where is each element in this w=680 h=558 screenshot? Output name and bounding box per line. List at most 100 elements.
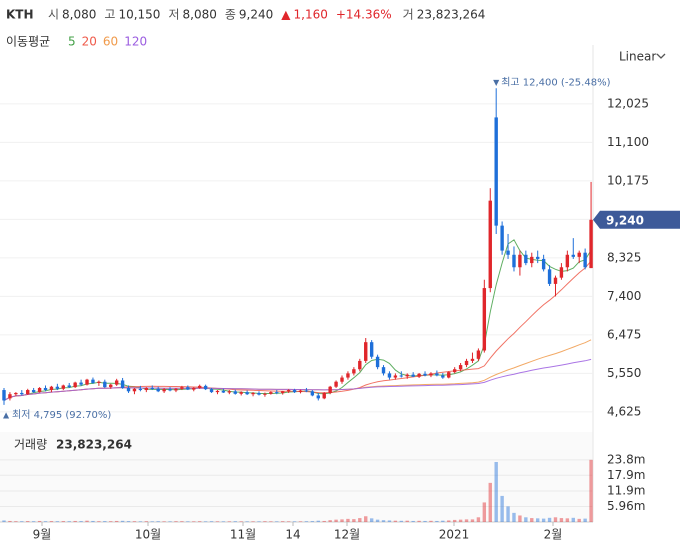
volume-bar xyxy=(162,521,166,522)
candle-body xyxy=(316,395,320,399)
candle-body xyxy=(180,387,184,389)
volume-bar xyxy=(298,521,303,522)
candle-body xyxy=(393,375,398,378)
candle-body xyxy=(565,254,570,268)
header-value: 9,240 xyxy=(239,8,273,22)
volume-bar xyxy=(156,521,160,522)
volume-bar xyxy=(292,521,297,522)
candle-body xyxy=(126,387,131,392)
price-tag-label: 9,240 xyxy=(606,213,644,227)
candle-body xyxy=(67,385,71,388)
candle-body xyxy=(43,387,48,391)
y-tick-label: 8,325 xyxy=(607,250,641,264)
candle-body xyxy=(132,388,137,392)
volume-bar xyxy=(304,521,309,522)
header-label: 저 xyxy=(168,8,179,22)
candle-body xyxy=(334,381,338,387)
candle-body xyxy=(281,391,285,393)
candle-body xyxy=(168,389,172,391)
header-label: 거 xyxy=(403,8,414,22)
volume-bar xyxy=(79,521,83,522)
header-value: 10,150 xyxy=(118,8,160,22)
volume-bar xyxy=(269,521,273,522)
ma-legend-item: 60 xyxy=(103,35,118,49)
candle-body xyxy=(144,387,149,391)
candle-body xyxy=(14,392,18,395)
candle-body xyxy=(512,254,516,268)
volume-bar xyxy=(322,520,326,522)
candle-body xyxy=(405,374,409,377)
chevron[interactable] xyxy=(656,53,666,59)
candle-body xyxy=(26,390,30,395)
volume-bar xyxy=(494,462,498,522)
y-tick-label: 11,100 xyxy=(607,135,649,149)
candle-body xyxy=(429,373,433,376)
volume-bar xyxy=(387,520,392,522)
volume-bar xyxy=(203,521,208,522)
header-label: 고 xyxy=(104,8,115,22)
candle-body xyxy=(197,385,202,388)
candle-body xyxy=(559,267,564,278)
candle-body xyxy=(541,258,546,270)
candle-body xyxy=(61,385,65,389)
volume-bar xyxy=(215,521,220,522)
candle-body xyxy=(358,360,362,370)
candle-body xyxy=(553,277,558,284)
candle-body xyxy=(215,390,220,393)
ticker: KTH xyxy=(6,8,34,22)
volume-bar xyxy=(470,519,475,522)
volume-bar xyxy=(14,521,18,522)
candle-body xyxy=(49,386,54,391)
volume-bar xyxy=(328,520,332,522)
high-note: 최고 12,400 (-25.48%) xyxy=(501,76,610,88)
x-tick-label: 14 xyxy=(285,528,300,542)
y-tick-label: 6,475 xyxy=(607,327,641,341)
header-value: 23,823,264 xyxy=(417,8,486,22)
scale-select[interactable]: Linear xyxy=(619,50,656,64)
volume-bar xyxy=(358,518,362,522)
x-tick-label: 2021 xyxy=(439,528,470,542)
candle-body xyxy=(482,288,487,351)
volume-bar xyxy=(103,521,107,522)
volume-bar xyxy=(221,521,226,522)
candle-body xyxy=(583,252,587,268)
candle-body xyxy=(8,394,12,399)
volume-bar xyxy=(375,519,380,522)
volume-bar xyxy=(55,521,60,522)
volume-bar xyxy=(257,521,261,522)
volume-bar xyxy=(286,521,291,522)
candle-body xyxy=(464,360,469,366)
volume-bar xyxy=(26,521,30,522)
high-marker: ▼ xyxy=(493,78,500,87)
ma-legend-item: 5 xyxy=(68,35,76,49)
candle-body xyxy=(506,250,510,255)
candle-body xyxy=(447,372,451,378)
volume-bar xyxy=(476,517,481,522)
x-tick-label: 9월 xyxy=(33,528,52,542)
candle-body xyxy=(114,380,119,385)
volume-bar xyxy=(67,521,71,522)
candle-body xyxy=(387,373,392,378)
ma-legend: 5 20 60 120 xyxy=(68,35,147,49)
candle-body xyxy=(245,392,249,395)
volume-bar xyxy=(411,520,415,522)
candle-body xyxy=(20,392,24,395)
candle-body xyxy=(352,369,356,374)
volume-bar xyxy=(132,521,137,522)
candle-body xyxy=(328,386,332,393)
candle-body xyxy=(227,391,232,393)
volume-bar xyxy=(43,521,48,522)
candle-body xyxy=(441,375,445,378)
volume-bar xyxy=(512,512,516,522)
volume-bar xyxy=(144,521,149,522)
low-note: 최저 4,795 (92.70%) xyxy=(12,409,111,421)
volume-bar xyxy=(316,520,320,522)
y-tick-label: 12,025 xyxy=(607,96,649,110)
header-value: 8,080 xyxy=(62,8,96,22)
candle-body xyxy=(411,374,415,377)
v-tick-label: 17.9m xyxy=(607,468,645,482)
candle-body xyxy=(423,373,427,376)
volume-bar xyxy=(571,517,575,522)
volume-bar xyxy=(452,519,457,522)
